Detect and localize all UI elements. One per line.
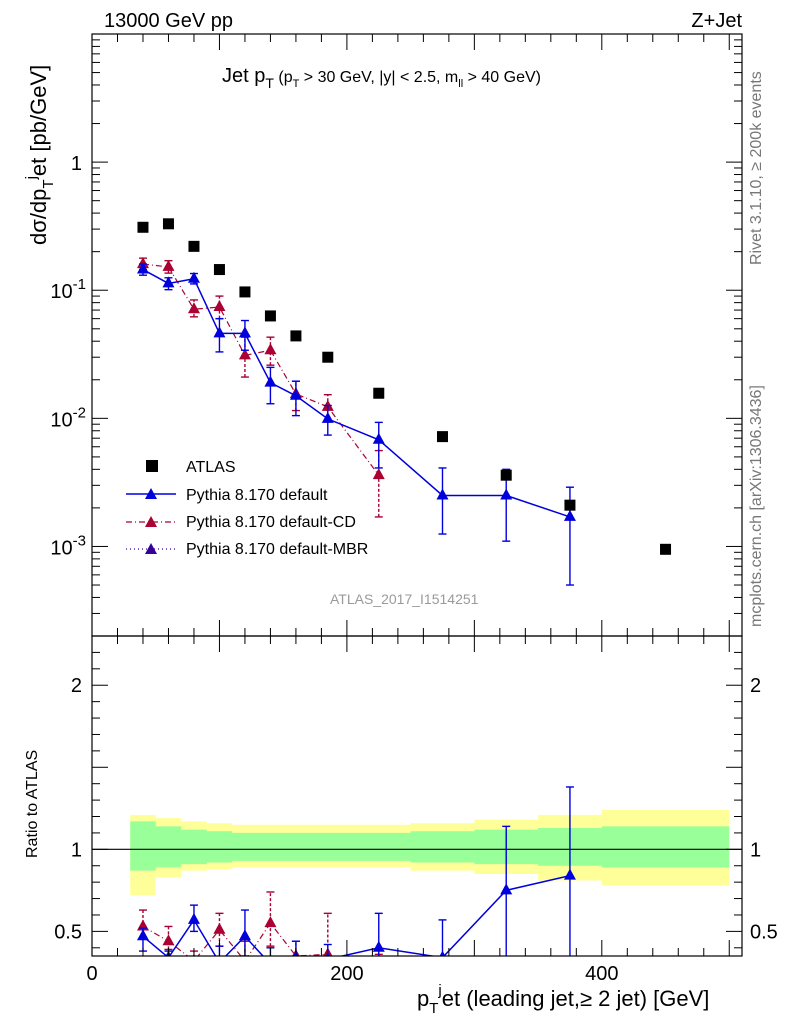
main-ytick-label: 10-3 — [50, 532, 86, 559]
atlas-point — [137, 221, 149, 233]
ratio-cd-line — [142, 922, 334, 956]
main-ytick-label: 1 — [71, 153, 82, 175]
cd-point — [187, 302, 200, 314]
default-point — [162, 276, 175, 288]
cd-point — [213, 299, 226, 311]
legend-marker-atlas — [146, 460, 158, 472]
legend-label-cd: Pythia 8.170 default-CD — [186, 514, 356, 531]
atlas-point — [239, 286, 251, 298]
ratio-default-point — [439, 950, 446, 956]
default-point — [372, 432, 385, 444]
cd-point — [238, 348, 251, 360]
ratio-band-inner — [130, 821, 730, 871]
cd-point — [264, 343, 277, 355]
default-point — [238, 326, 251, 338]
default-point — [136, 262, 149, 274]
legend-marker-default — [145, 488, 157, 499]
legend-marker-cd — [145, 516, 157, 527]
ratio-ytick-label: 0.5 — [54, 921, 82, 943]
cd-line — [142, 263, 380, 476]
legend-marker-mbr — [145, 543, 157, 554]
legend-label-default: Pythia 8.170 default — [186, 487, 328, 504]
legend-label-atlas: ATLAS — [186, 459, 236, 476]
ratio-default-point — [325, 952, 330, 956]
default-point — [187, 271, 200, 283]
ratio-cd-point — [213, 922, 226, 934]
atlas-point — [188, 240, 200, 252]
ratio-ytick-label: 2 — [71, 675, 82, 697]
atlas-point — [162, 218, 174, 230]
ratio-cd-point — [373, 969, 385, 980]
default-point — [213, 326, 226, 338]
default-point — [289, 388, 302, 400]
ratio-ytick-label-right: 0.5 — [750, 921, 778, 943]
rivet-label: Rivet 3.1.10, ≥ 200k events — [748, 71, 765, 265]
atlas-point — [213, 264, 225, 276]
ratio-default-point — [372, 940, 385, 952]
ratio-ytick-label-right: 1 — [750, 839, 761, 861]
default-point — [500, 488, 513, 500]
mcplots-label: mcplots.cern.ch [arXiv:1306.3436] — [748, 385, 765, 627]
ratio-cd-point — [264, 916, 277, 928]
ratio-cd-point — [162, 934, 175, 946]
ratio-default-point — [219, 955, 220, 956]
atlas-point — [373, 387, 385, 399]
main-title: Jet pT (pT > 30 GeV, |y| < 2.5, mll > 40… — [222, 65, 541, 91]
atlas-point — [290, 330, 302, 342]
ratio-default-line — [142, 874, 571, 956]
beam-label: 13000 GeV pp — [104, 10, 233, 32]
ratio-frame — [91, 635, 743, 957]
atlas-point — [500, 469, 512, 481]
ratio-xtick-label: 0 — [86, 963, 97, 985]
default-line — [142, 268, 571, 518]
ratio-default-point — [264, 957, 276, 968]
default-point — [264, 375, 277, 387]
process-label: Z+Jet — [691, 10, 742, 32]
legend-label-mbr: Pythia 8.170 default-MBR — [186, 541, 368, 558]
atlas-point — [264, 310, 276, 322]
ratio-default-point — [238, 929, 251, 941]
ratio-ytick-label: 1 — [71, 839, 82, 861]
cd-point — [162, 259, 175, 271]
default-point — [436, 488, 449, 500]
main-panel: 10-3 10-2 10-1 1 — [50, 33, 743, 637]
analysis-watermark: ATLAS_2017_I1514251 — [330, 591, 479, 607]
main-ytick-label: 10-1 — [50, 276, 86, 303]
default-point — [563, 509, 576, 521]
ratio-ylabel: Ratio to ATLAS — [24, 750, 41, 858]
ratio-default-point — [563, 868, 576, 880]
ratio-ytick-label-right: 2 — [750, 675, 761, 697]
main-ylabel: dσ/dpTjet [pb/GeV] — [23, 65, 57, 245]
ratio-default-point — [136, 929, 149, 941]
atlas-point — [436, 431, 448, 443]
atlas-point — [322, 351, 334, 363]
cd-point — [372, 468, 385, 480]
ratio-xtick-label: 400 — [585, 963, 618, 985]
ratio-panel: 0 200 400 0.5 0.5 1 1 2 2 — [54, 635, 778, 985]
xlabel: pTjet (leading jet,≥ 2 jet) [GeV] — [417, 982, 709, 1017]
ratio-xtick-label: 200 — [330, 963, 363, 985]
default-point — [321, 411, 334, 423]
atlas-point — [660, 543, 672, 555]
main-ytick-label: 10-2 — [50, 404, 86, 431]
ratio-default-point — [187, 912, 200, 924]
legend: ATLAS Pythia 8.170 default Pythia 8.170 … — [126, 459, 368, 558]
ratio-default-point — [500, 883, 513, 895]
atlas-point — [564, 499, 576, 511]
